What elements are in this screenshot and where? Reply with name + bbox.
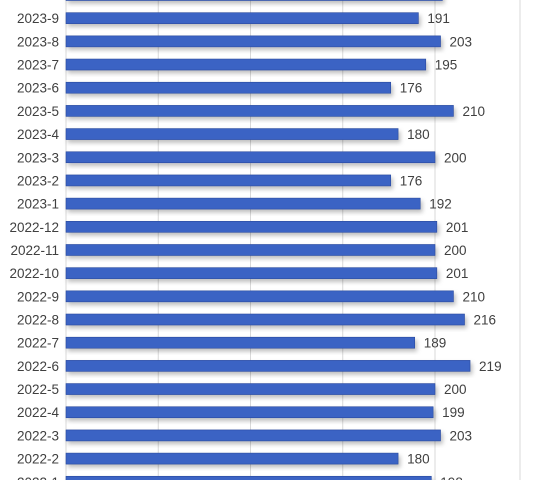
data-label: 200	[444, 150, 467, 165]
data-label: 216	[474, 313, 497, 328]
category-label: 2023-1	[17, 197, 59, 212]
data-label: 201	[446, 220, 469, 235]
bar-2022-6	[65, 360, 471, 372]
category-label: 2022-8	[17, 313, 59, 328]
category-label: 2022-7	[17, 336, 59, 351]
data-label: 198	[440, 475, 463, 480]
data-label: 191	[427, 11, 450, 26]
bar-2023-1	[65, 197, 421, 210]
bar-2023-7	[65, 58, 427, 71]
category-label: 2023-5	[17, 104, 59, 119]
bar-2023-9	[65, 12, 419, 24]
category-label: 2023-7	[17, 58, 59, 73]
bar-2022-10	[65, 267, 438, 279]
category-label: 2022-4	[17, 405, 60, 420]
bar-2023-10	[65, 0, 443, 1]
data-label: 200	[444, 382, 467, 397]
category-label: 2022-12	[9, 220, 59, 235]
category-label: 2022-3	[17, 428, 59, 443]
data-label: 203	[450, 34, 473, 49]
bar-2022-5	[65, 383, 436, 395]
category-label: 2022-1	[17, 475, 59, 480]
bar-2023-2	[65, 174, 392, 187]
bar-2023-5	[65, 105, 454, 117]
bar-2023-3	[65, 151, 436, 164]
data-label: 195	[435, 58, 458, 73]
data-label: 189	[424, 336, 447, 351]
category-label: 2022-2	[17, 452, 59, 467]
bar-2022-4	[65, 406, 434, 419]
category-label: 2023-8	[17, 34, 59, 49]
bar-2022-7	[65, 336, 416, 349]
bar-2022-2	[65, 452, 399, 465]
data-label: 210	[462, 104, 485, 119]
category-label: 2022-9	[17, 289, 59, 304]
bar-2023-8	[65, 35, 441, 48]
bar-2022-12	[65, 221, 438, 233]
data-label: 199	[442, 405, 465, 420]
bar-2023-6	[65, 81, 392, 94]
data-label: 203	[450, 428, 473, 443]
category-label: 2022-5	[17, 382, 59, 397]
bar-2022-8	[65, 313, 465, 326]
data-label: 192	[429, 197, 452, 212]
bar-2022-11	[65, 244, 436, 256]
category-label: 2023-4	[17, 127, 60, 142]
bar-2022-1	[65, 475, 432, 485]
bar-2022-9	[65, 290, 454, 303]
grid-layer	[65, 0, 521, 480]
data-label: 204	[451, 0, 474, 3]
category-label: 2023-10	[9, 0, 59, 3]
category-label: 2023-3	[17, 150, 59, 165]
bar-layer	[65, 0, 471, 485]
category-label: 2022-11	[10, 243, 59, 258]
data-label: 201	[446, 266, 469, 281]
category-label: 2022-10	[9, 266, 59, 281]
data-label: 210	[462, 289, 485, 304]
data-label: 176	[400, 173, 423, 188]
data-label: 219	[479, 359, 502, 374]
data-label: 200	[444, 243, 467, 258]
category-label: 2023-9	[17, 11, 59, 26]
category-label: 2022-6	[17, 359, 59, 374]
category-label: 2023-2	[17, 173, 59, 188]
label-layer: 2022-1 198 2022-2 180 2022-3 203 2022-4 199 2022…	[9, 0, 502, 485]
data-label: 176	[400, 81, 423, 96]
data-label: 180	[407, 127, 430, 142]
bar-2023-4	[65, 128, 399, 140]
bar-2022-3	[65, 429, 441, 442]
category-label: 2023-6	[17, 81, 59, 96]
data-label: 180	[407, 452, 430, 467]
